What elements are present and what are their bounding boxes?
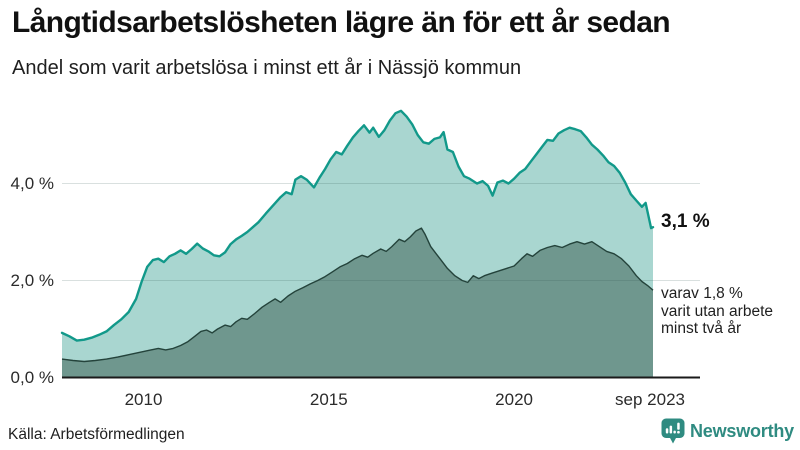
end-note-line: varav 1,8 % (661, 285, 743, 302)
area-min-two-years (62, 228, 653, 378)
end-note-line: minst två år (661, 320, 742, 337)
y-tick-label: 4,0 % (10, 173, 54, 193)
source-text: Källa: Arbetsförmedlingen (8, 426, 185, 443)
x-tick-label: 2015 (309, 390, 348, 409)
x-tick-label: 2020 (495, 390, 534, 409)
line-min-two-years (61, 227, 654, 363)
end-note-line: varit utan arbete (661, 302, 774, 320)
chart-subtitle: Andel som varit arbetslösa i minst ett å… (12, 57, 522, 79)
y-tick-label: 2,0 % (10, 270, 54, 290)
end-note: varav 1,8 % varit utan arbete minst två … (661, 285, 773, 338)
line-min-one-year (60, 109, 655, 342)
x-tick-label: 2010 (124, 390, 163, 409)
x-tick-label: sep 2023 (615, 390, 685, 409)
gridlines (62, 183, 700, 281)
end-value-label: 3,1 % (661, 211, 710, 232)
newsworthy-logo-icon (661, 418, 685, 444)
newsworthy-logo: Newsworthy (661, 418, 794, 444)
y-tick-label: 0,0 % (10, 367, 54, 387)
chart-title: Långtidsarbetslösheten lägre än för ett … (12, 6, 671, 39)
newsworthy-logo-text: Newsworthy (689, 420, 794, 441)
